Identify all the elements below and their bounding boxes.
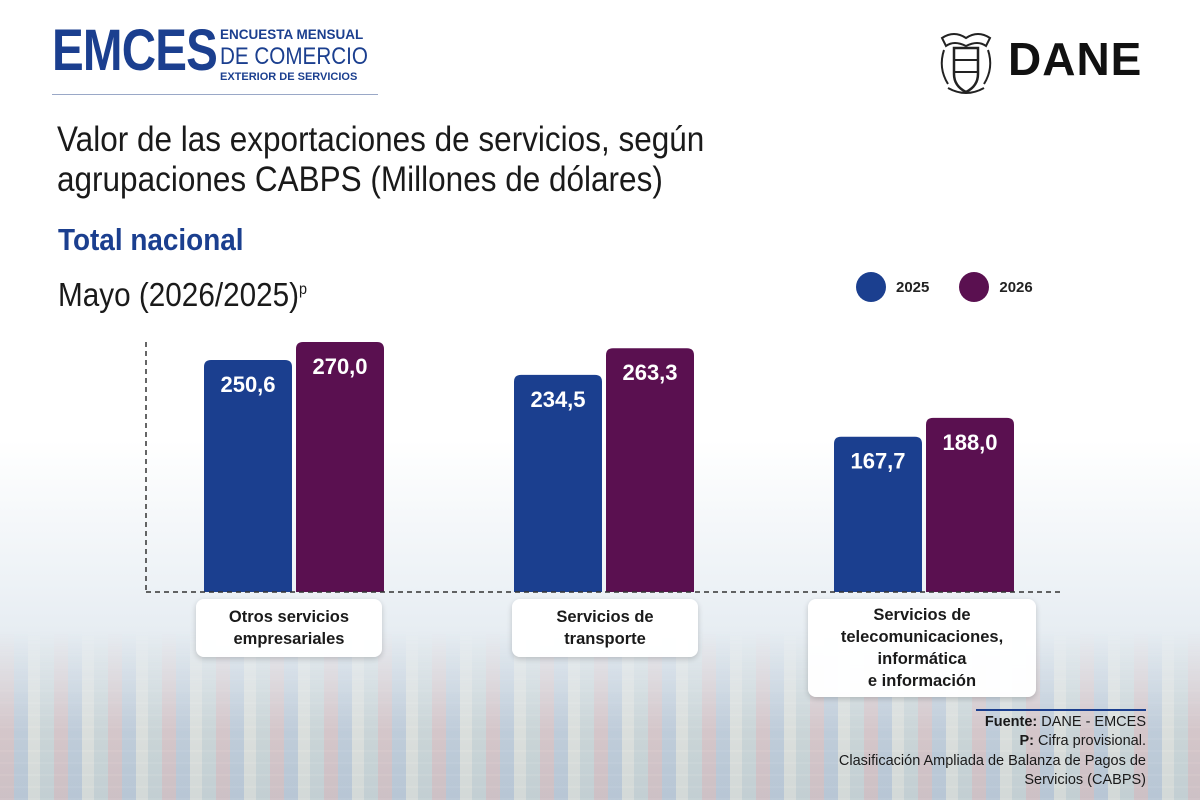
source-label: Fuente:: [984, 713, 1038, 730]
bar-value-label-2025-1: 234,5: [530, 387, 585, 412]
emces-line-3: EXTERIOR DE SERVICIOS: [220, 70, 358, 83]
legend-item-2026: 2026: [959, 272, 1033, 302]
footer-note-1: Clasificación Ampliada de Balanza de Pag…: [838, 752, 1146, 769]
provisional-label: P:: [1019, 733, 1034, 749]
footer-note-2: Servicios (CABPS): [1024, 772, 1146, 788]
coat-of-arms-icon: [940, 33, 992, 94]
legend-swatch-2025: [856, 272, 886, 302]
chart-subtitle: Total nacional: [58, 222, 244, 257]
category-label-0: Otros servicios empresariales: [196, 599, 382, 657]
bar-2025-1: [514, 374, 602, 592]
bar-2026-2: [926, 417, 1014, 592]
bar-value-label-2026-1: 263,3: [622, 360, 677, 385]
emces-wordmark: EMCES: [52, 18, 218, 83]
period-text: Mayo (2026/2025): [58, 276, 300, 313]
bar-value-label-2025-0: 250,6: [220, 372, 275, 397]
emces-logo: EMCES ENCUESTA MENSUAL DE COMERCIO EXTER…: [52, 18, 378, 95]
legend-label-2026: 2026: [999, 278, 1033, 296]
chart-footer: Fuente: DANE - EMCES P: Cifra provisiona…: [839, 709, 1146, 791]
chart-legend: 2025 2026: [856, 272, 1033, 302]
bar-2026-0: [296, 342, 384, 592]
bar-value-label-2026-2: 188,0: [942, 430, 997, 455]
emces-subtitle: ENCUESTA MENSUAL DE COMERCIO EXTERIOR DE…: [220, 28, 392, 83]
footer-provisional: P: Cifra provisional.: [839, 732, 1146, 752]
period-superscript: p: [299, 281, 308, 298]
category-label-2: Servicios de telecomunicaciones, informá…: [808, 599, 1036, 697]
bar-value-label-2026-0: 270,0: [312, 354, 367, 379]
bar-2026-1: [606, 348, 694, 592]
chart-title: Valor de las exportaciones de servicios,…: [57, 120, 705, 199]
emces-line-2: DE COMERCIO: [220, 42, 368, 70]
dane-logo: DANE: [934, 28, 1154, 100]
chart-period: Mayo (2026/2025)p: [58, 276, 307, 314]
legend-label-2025: 2025: [896, 278, 930, 296]
legend-swatch-2026: [959, 272, 990, 302]
bar-2025-2: [834, 436, 922, 592]
dane-wordmark: DANE: [1008, 33, 1143, 85]
provisional-value: Cifra provisional.: [1038, 733, 1146, 749]
footer-rule: [976, 709, 1146, 711]
bar-2025-0: [204, 359, 292, 592]
bar-value-label-2025-2: 167,7: [850, 449, 905, 474]
legend-item-2025: 2025: [856, 272, 929, 302]
emces-line-1: ENCUESTA MENSUAL: [220, 27, 364, 42]
source-value: DANE - EMCES: [1041, 713, 1146, 730]
footer-source: Fuente: DANE - EMCES: [839, 713, 1146, 733]
category-label-1: Servicios de transporte: [512, 599, 698, 657]
